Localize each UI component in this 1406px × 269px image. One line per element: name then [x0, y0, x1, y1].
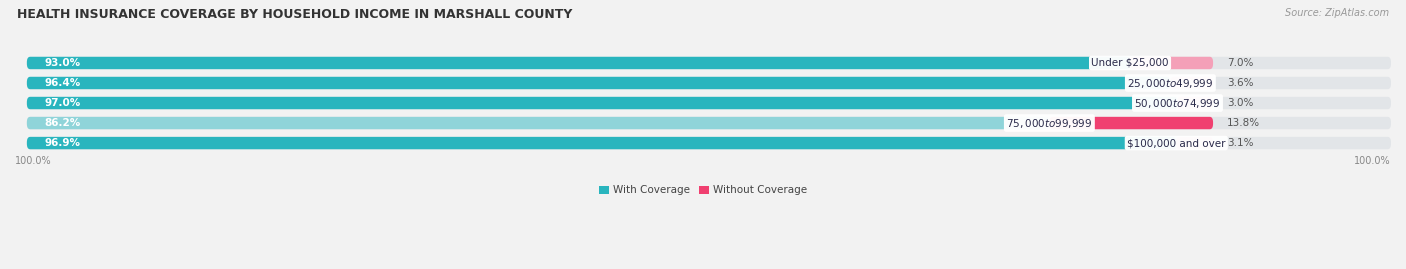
FancyBboxPatch shape [27, 57, 1391, 69]
FancyBboxPatch shape [27, 77, 1170, 89]
Text: 86.2%: 86.2% [45, 118, 82, 128]
FancyBboxPatch shape [1177, 137, 1213, 149]
FancyBboxPatch shape [1130, 57, 1213, 69]
FancyBboxPatch shape [27, 117, 1049, 129]
Text: HEALTH INSURANCE COVERAGE BY HOUSEHOLD INCOME IN MARSHALL COUNTY: HEALTH INSURANCE COVERAGE BY HOUSEHOLD I… [17, 8, 572, 21]
Legend: With Coverage, Without Coverage: With Coverage, Without Coverage [599, 185, 807, 196]
FancyBboxPatch shape [27, 97, 1391, 109]
Text: 100.0%: 100.0% [1354, 156, 1391, 166]
Text: 96.9%: 96.9% [45, 138, 80, 148]
Text: $25,000 to $49,999: $25,000 to $49,999 [1128, 76, 1213, 90]
Text: 7.0%: 7.0% [1227, 58, 1254, 68]
Text: $50,000 to $74,999: $50,000 to $74,999 [1135, 97, 1220, 109]
Text: 3.0%: 3.0% [1227, 98, 1254, 108]
Text: $100,000 and over: $100,000 and over [1128, 138, 1226, 148]
Text: 100.0%: 100.0% [15, 156, 52, 166]
FancyBboxPatch shape [27, 77, 1391, 89]
FancyBboxPatch shape [27, 117, 1391, 129]
Text: 3.1%: 3.1% [1227, 138, 1254, 148]
FancyBboxPatch shape [27, 57, 1130, 69]
Text: 3.6%: 3.6% [1227, 78, 1254, 88]
FancyBboxPatch shape [1049, 117, 1213, 129]
Text: 97.0%: 97.0% [45, 98, 82, 108]
FancyBboxPatch shape [1177, 97, 1213, 109]
Text: Source: ZipAtlas.com: Source: ZipAtlas.com [1285, 8, 1389, 18]
Text: 96.4%: 96.4% [45, 78, 82, 88]
FancyBboxPatch shape [27, 137, 1391, 149]
Text: $75,000 to $99,999: $75,000 to $99,999 [1007, 116, 1092, 130]
Text: 93.0%: 93.0% [45, 58, 80, 68]
FancyBboxPatch shape [27, 137, 1177, 149]
Text: 13.8%: 13.8% [1227, 118, 1260, 128]
FancyBboxPatch shape [27, 97, 1177, 109]
Text: Under $25,000: Under $25,000 [1091, 58, 1168, 68]
FancyBboxPatch shape [1170, 77, 1213, 89]
